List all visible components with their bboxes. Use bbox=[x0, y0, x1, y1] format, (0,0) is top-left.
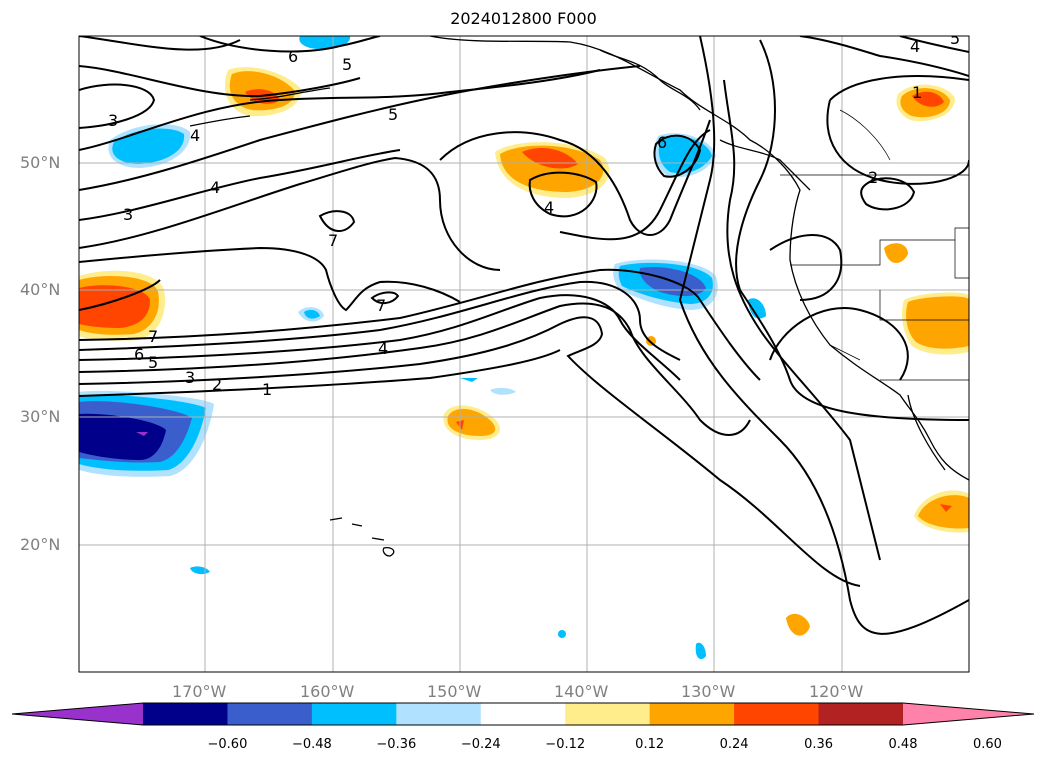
lon-label: 160°W bbox=[300, 682, 355, 701]
contour-label: 6 bbox=[657, 133, 667, 152]
contour-lines bbox=[79, 36, 969, 635]
map-title: 2024012800 F000 bbox=[450, 9, 597, 28]
colorbar-cell bbox=[227, 703, 313, 725]
contour-label: 5 bbox=[148, 353, 158, 372]
colorbar-cell bbox=[734, 703, 820, 725]
colorbar-cell bbox=[480, 703, 566, 725]
colorbar-tick-label: 0.24 bbox=[719, 737, 749, 752]
colorbar-cell bbox=[311, 703, 397, 725]
lon-label: 120°W bbox=[809, 682, 864, 701]
contour-label: 5 bbox=[950, 29, 960, 48]
lat-label: 20°N bbox=[20, 535, 61, 554]
lat-label: 50°N bbox=[20, 153, 61, 172]
contour-label: 4 bbox=[378, 339, 388, 358]
contour-label: 3 bbox=[185, 368, 195, 387]
colorbar-tick-label: −0.24 bbox=[460, 737, 501, 752]
contour-label: 4 bbox=[544, 198, 554, 217]
colorbar-tick-label: 0.48 bbox=[888, 737, 918, 752]
contour-label: 1 bbox=[262, 380, 272, 399]
colorbar-cell bbox=[396, 703, 482, 725]
contour-label: 4 bbox=[910, 37, 920, 56]
colorbar bbox=[11, 702, 1035, 726]
colorbar-tick-label: 0.12 bbox=[635, 737, 665, 752]
colorbar-cell bbox=[565, 703, 651, 725]
colorbar-extend-low bbox=[12, 703, 143, 725]
lat-label: 40°N bbox=[20, 280, 61, 299]
contour-label: 5 bbox=[388, 105, 398, 124]
colorbar-cell bbox=[649, 703, 735, 725]
colorbar-extend-high bbox=[903, 703, 1034, 725]
lon-label: 140°W bbox=[554, 682, 609, 701]
contour-label: 7 bbox=[328, 231, 338, 250]
contour-label: 3 bbox=[123, 205, 133, 224]
contour-label: 5 bbox=[342, 55, 352, 74]
contour-label: 6 bbox=[134, 345, 144, 364]
political-borders bbox=[780, 109, 969, 381]
contour-label: 3 bbox=[108, 111, 118, 130]
colorbar-tick-label: −0.48 bbox=[291, 737, 332, 752]
map-frame bbox=[78, 35, 970, 673]
lat-label: 30°N bbox=[20, 407, 61, 426]
colorbar-tick-label: −0.36 bbox=[376, 737, 417, 752]
contour-label-group: 6 5 5 4 3 3 4 5 4 6 1 2 7 7 7 6 5 3 2 1 … bbox=[108, 29, 960, 399]
coastlines bbox=[189, 36, 969, 557]
contour-label: 2 bbox=[868, 168, 878, 187]
colorbar-cell bbox=[818, 703, 904, 725]
colorbar-tick-label: 0.60 bbox=[972, 737, 1002, 752]
lon-label: 130°W bbox=[681, 682, 736, 701]
contour-label: 2 bbox=[212, 375, 222, 394]
anomaly-fills bbox=[79, 36, 969, 660]
contour-label: 1 bbox=[912, 83, 922, 102]
contour-label: 7 bbox=[148, 327, 158, 346]
colorbar-cell bbox=[143, 703, 228, 725]
colorbar-tick-label: −0.12 bbox=[545, 737, 586, 752]
lon-label: 170°W bbox=[172, 682, 227, 701]
contour-label: 7 bbox=[376, 296, 386, 315]
contour-label: 4 bbox=[210, 178, 220, 197]
lon-label: 150°W bbox=[427, 682, 482, 701]
contour-label: 6 bbox=[288, 47, 298, 66]
contour-label: 4 bbox=[190, 126, 200, 145]
colorbar-tick-label: −0.60 bbox=[207, 737, 248, 752]
colorbar-tick-label: 0.36 bbox=[804, 737, 834, 752]
